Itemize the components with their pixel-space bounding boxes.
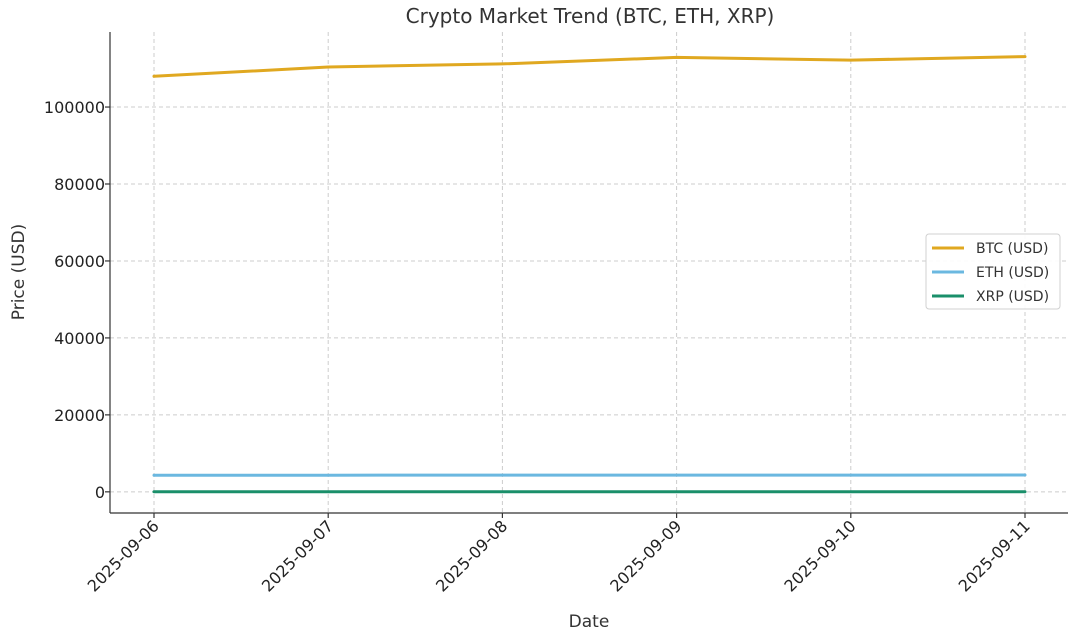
series-layer — [152, 55, 1027, 494]
chart-title: Crypto Market Trend (BTC, ETH, XRP) — [406, 4, 775, 28]
x-ticks: 2025-09-06 2025-09-07 2025-09-08 2025-09-09… — [84, 513, 1034, 596]
legend-label: BTC (USD) — [976, 241, 1048, 257]
x-axis-label: Date — [569, 612, 610, 632]
y-tick-label: 0 — [95, 483, 105, 502]
x-tick-label: 2025-09-11 — [955, 516, 1034, 595]
legend-box — [925, 233, 1061, 310]
grid-layer — [110, 32, 1068, 513]
y-ticks: 0 20000 40000 60000 80000 100000 — [44, 98, 110, 502]
x-tick-label: 2025-09-08 — [432, 516, 511, 595]
y-tick-label: 20000 — [54, 406, 105, 425]
x-tick-label: 2025-09-09 — [606, 516, 685, 595]
legend-label: ETH (USD) — [976, 265, 1049, 281]
y-tick-label: 60000 — [54, 252, 105, 271]
y-tick-label: 100000 — [44, 98, 105, 117]
y-tick-label: 40000 — [54, 329, 105, 348]
y-tick-label: 80000 — [54, 175, 105, 194]
legend: BTC (USD) ETH (USD) XRP (USD) — [925, 233, 1061, 310]
legend-label: XRP (USD) — [976, 289, 1049, 305]
x-tick-label: 2025-09-07 — [258, 516, 337, 595]
series-line-btc — [152, 55, 1027, 78]
axes-layer — [109, 32, 1068, 514]
y-axis-label: Price (USD) — [9, 224, 29, 320]
legend-items: BTC (USD) ETH (USD) XRP (USD) — [932, 241, 1049, 305]
x-tick-label: 2025-09-10 — [780, 516, 859, 595]
x-tick-label: 2025-09-06 — [84, 516, 163, 595]
